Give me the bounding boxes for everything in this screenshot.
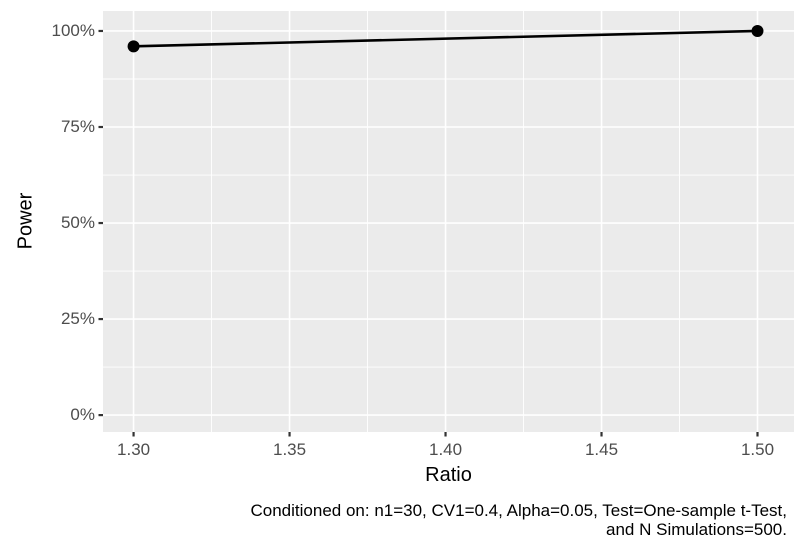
- x-axis-tick-label: 1.30: [117, 440, 151, 459]
- caption-line-1: Conditioned on: n1=30, CV1=0.4, Alpha=0.…: [250, 501, 788, 520]
- x-axis-tick-label: 1.45: [584, 440, 619, 459]
- y-axis-tick-label: 100%: [51, 20, 95, 40]
- caption-line-2: and N Simulations=500.: [606, 520, 787, 539]
- y-axis-tick-label: 75%: [60, 117, 95, 136]
- x-axis-title: Ratio: [425, 464, 472, 486]
- caption: Conditioned on: n1=30, CV1=0.4, Alpha=0.…: [251, 501, 788, 539]
- data-point: [751, 24, 764, 37]
- data-point: [127, 40, 140, 53]
- x-axis-tick-label: 1.40: [428, 440, 463, 459]
- y-axis-tick-label: 50%: [60, 213, 95, 233]
- plot-panel: [103, 11, 794, 432]
- y-axis-tick-label: 25%: [60, 309, 95, 329]
- data-line: [133, 29, 758, 48]
- y-axis-tick-label: 0%: [70, 405, 95, 425]
- y-axis-title: Power: [14, 192, 37, 250]
- x-axis-tick-label: 1.35: [273, 440, 307, 459]
- x-axis-tick-label: 1.50: [740, 440, 775, 459]
